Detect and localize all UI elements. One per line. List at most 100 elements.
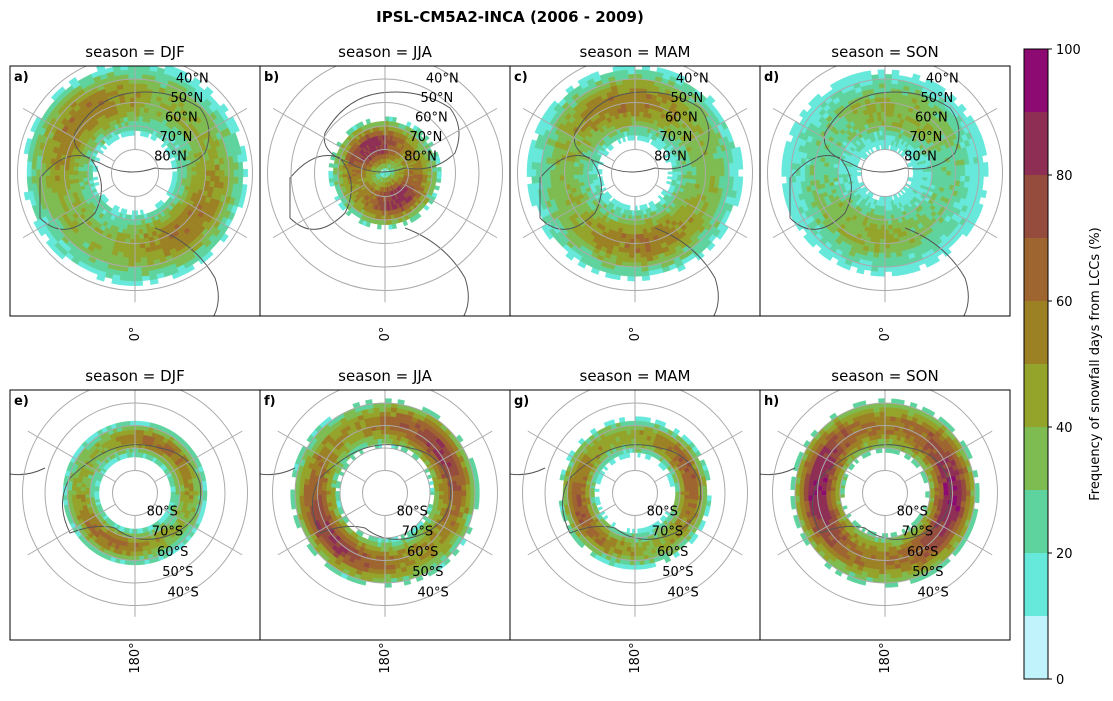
data-cell [437,171,442,175]
data-cell [69,166,74,171]
data-cell [555,170,560,176]
panel-title: season = JJA [338,43,432,61]
data-cell [627,224,631,229]
data-cell [338,171,343,174]
latitude-label: 50°N [170,91,203,106]
data-cell [885,257,891,262]
latitude-label: 70°N [410,130,443,145]
data-cell [829,171,834,175]
data-cell [588,168,593,171]
data-cell [969,176,974,182]
data-cell [128,267,135,272]
data-cell [329,171,334,175]
data-cell [946,166,951,171]
data-cell [687,171,692,175]
data-cell [733,162,738,169]
data-cell [532,162,537,169]
data-cell [824,162,829,167]
data-cell [639,112,644,117]
data-cell [885,74,892,79]
data-cell [141,84,148,89]
data-cell [69,175,74,180]
data-cell [135,220,139,225]
data-cell [135,262,142,267]
data-cell [877,229,882,234]
data-cell [131,117,135,122]
data-cell [796,176,801,182]
data-cell [565,171,570,176]
data-cell [719,164,724,170]
data-cell [546,176,551,182]
data-cell [829,167,834,171]
data-cell [139,107,144,112]
data-cell [885,248,891,253]
data-cell [719,176,724,182]
data-cell [709,159,714,165]
data-cell [627,229,632,234]
data-cell [686,175,691,179]
data-cell [381,121,385,126]
data-cell [128,74,135,79]
data-cell [874,248,880,253]
data-cell [352,172,357,174]
data-cell [560,170,565,175]
data-cell [956,170,961,175]
data-cell [135,93,141,98]
panel-id: a) [14,70,29,85]
data-cell [880,234,885,239]
data-cell [238,169,243,177]
data-cell [130,98,135,103]
data-cell [801,170,806,176]
data-cell [885,93,891,98]
data-cell [556,181,561,187]
data-cell [436,175,441,179]
data-cell [635,248,641,253]
data-cell [127,281,135,286]
data-cell [635,93,641,98]
data-cell [715,170,720,176]
data-cell [819,175,824,180]
data-cell [624,248,630,253]
data-cell [131,225,135,230]
data-cell [691,175,696,179]
data-cell [617,139,621,144]
data-cell [628,70,635,75]
data-cell [536,170,541,177]
data-cell [820,162,825,167]
data-cell [628,79,635,84]
data-cell [881,121,885,126]
data-cell [201,171,206,176]
data-cell [631,225,635,230]
data-cell [74,171,79,175]
data-cell [74,167,79,171]
data-cell [734,169,739,176]
data-cell [177,175,182,178]
data-cell [588,171,593,174]
data-cell [641,252,647,257]
data-cell [885,243,890,248]
data-cell [890,248,896,253]
data-cell [123,252,129,257]
data-cell [413,172,418,174]
data-cell [628,267,635,272]
data-cell [51,170,56,176]
data-cell [187,171,192,175]
data-cell [729,170,734,177]
data-cell [55,170,60,176]
data-cell [782,169,787,176]
data-cell [878,74,885,79]
data-cell [233,176,238,183]
map-panel: 40°N50°N60°N70°N80°Na)0° [10,44,260,342]
data-cell [819,166,824,171]
data-cell [135,121,139,126]
data-cell [352,170,357,172]
panel-title: season = SON [831,43,938,61]
data-cell [135,229,139,234]
data-cell [639,117,643,122]
data-cell [873,252,879,257]
data-cell [885,117,889,122]
latitude-label: 50°N [420,91,453,106]
data-cell [631,220,635,225]
data-cell [878,272,885,277]
data-cell [889,112,894,117]
